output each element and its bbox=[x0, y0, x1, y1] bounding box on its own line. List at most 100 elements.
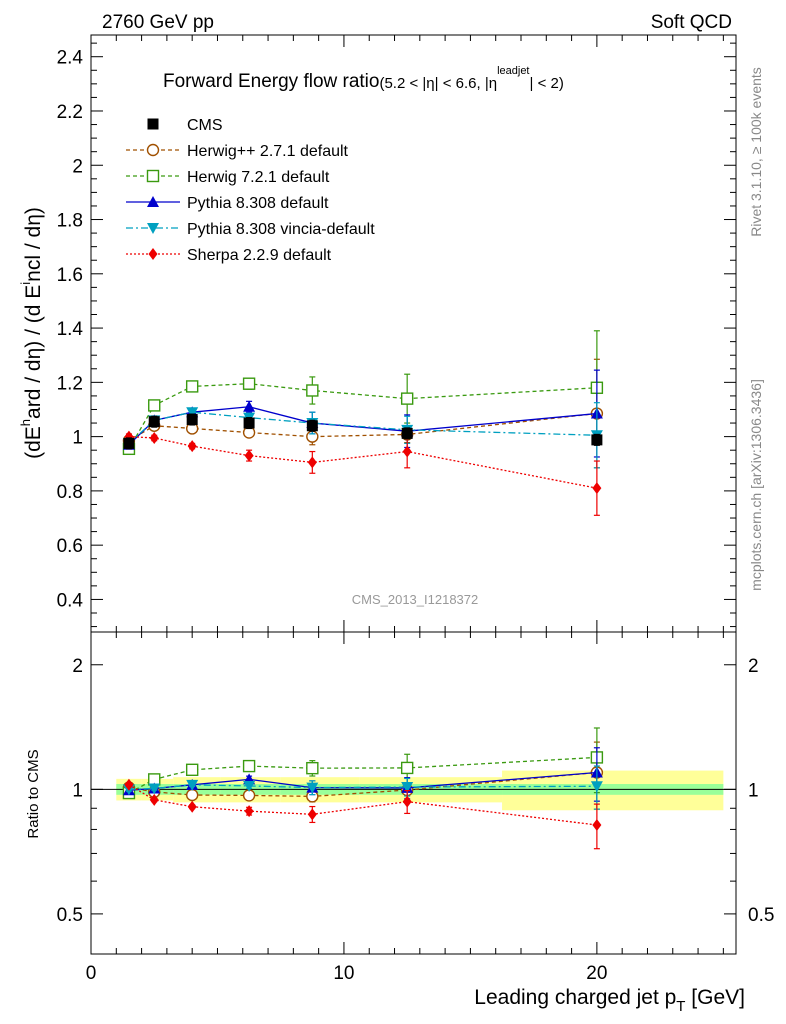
chart-title: Forward Energy flow ratio(5.2 < |η| < 6.… bbox=[163, 65, 564, 92]
ratio-tick-label-right: 1 bbox=[748, 780, 759, 801]
series-point bbox=[402, 445, 412, 458]
series-1 bbox=[122, 330, 604, 456]
ratio-tick-label: 0.5 bbox=[57, 905, 83, 926]
legend-item: Pythia 8.308 vincia-default bbox=[126, 221, 375, 238]
legend-item: CMS bbox=[147, 117, 223, 134]
ratio-point bbox=[244, 805, 254, 818]
x-axis-label-unit: [GeV] bbox=[685, 986, 745, 1009]
legend-label: Herwig 7.2.1 default bbox=[187, 169, 330, 186]
chart-title-cut-sup: leadjet bbox=[497, 65, 529, 77]
legend-label: Sherpa 2.2.9 default bbox=[187, 247, 332, 264]
cms-point bbox=[401, 427, 413, 439]
ratio-plot-frame bbox=[90, 631, 737, 955]
ratio-point bbox=[242, 759, 256, 773]
ratio-point bbox=[124, 778, 134, 791]
ratio-tick-label-right: 0.5 bbox=[748, 905, 774, 926]
series-point bbox=[149, 431, 159, 444]
y-axis-label-pre: (dE bbox=[22, 426, 45, 459]
series-point bbox=[307, 456, 317, 469]
y-tick-label: 1.8 bbox=[57, 211, 83, 232]
legend-label: Pythia 8.308 vincia-default bbox=[187, 221, 375, 238]
legend-item: Sherpa 2.2.9 default bbox=[126, 247, 332, 264]
ratio-point bbox=[590, 781, 603, 793]
cms-point bbox=[243, 417, 255, 429]
x-axis-label-main: Leading charged jet p bbox=[474, 986, 676, 1009]
x-tick-label: 0 bbox=[86, 963, 97, 984]
ratio-axis-label: Ratio to CMS bbox=[25, 749, 42, 838]
legend-marker bbox=[147, 223, 159, 234]
chart-title-main: Forward Energy flow ratio bbox=[163, 71, 379, 92]
y-axis-label: (dEhard / dη) / (d Eincl / dη) bbox=[18, 207, 45, 459]
legend: CMS Herwig++ 2.7.1 default Herwig 7.2.1 de… bbox=[126, 117, 375, 264]
ratio-point bbox=[306, 782, 319, 794]
series-point bbox=[306, 384, 319, 397]
ratio-tick-label: 2 bbox=[72, 656, 83, 677]
y-tick-label: 0.8 bbox=[57, 482, 83, 503]
y-tick-label: 1 bbox=[72, 428, 83, 449]
y-tick-label: 2 bbox=[72, 156, 83, 177]
ratio-point bbox=[401, 782, 414, 794]
rivet-version-label: Rivet 3.1.10, ≥ 100k events bbox=[748, 67, 764, 237]
ratio-tick-label: 1 bbox=[72, 780, 83, 801]
process-label: Soft QCD bbox=[651, 12, 732, 33]
ratio-point bbox=[243, 780, 256, 792]
y-tick-label: 0.4 bbox=[57, 590, 84, 611]
series-line bbox=[128, 435, 598, 489]
ratio-point bbox=[187, 800, 197, 813]
ratio-point bbox=[149, 793, 159, 806]
collision-label: 2760 GeV pp bbox=[102, 12, 214, 33]
cms-data bbox=[123, 413, 603, 450]
legend-marker bbox=[148, 248, 158, 260]
ratio-point bbox=[185, 788, 199, 802]
analysis-watermark: CMS_2013_I1218372 bbox=[352, 592, 479, 607]
series-point bbox=[187, 440, 197, 453]
series-line bbox=[128, 383, 597, 450]
ratio-point bbox=[307, 808, 317, 821]
ratio-point bbox=[148, 783, 161, 795]
series-point bbox=[592, 482, 602, 495]
legend-label: Herwig++ 2.7.1 default bbox=[187, 143, 349, 160]
ratio-point bbox=[592, 819, 602, 832]
ratio-point bbox=[185, 763, 199, 777]
y-tick-label: 2.4 bbox=[57, 48, 84, 69]
chart-title-cut-end: | < 2) bbox=[530, 75, 564, 92]
ratio-point bbox=[402, 795, 412, 808]
y-axis-label-sup: h bbox=[18, 419, 33, 426]
y-tick-label: 0.6 bbox=[57, 536, 83, 557]
chart-title-cut: (5.2 < |η| < 6.6, |η bbox=[379, 75, 497, 92]
ratio-point bbox=[306, 761, 319, 775]
series-point bbox=[400, 392, 414, 405]
ratio-tick-label-right: 2 bbox=[748, 656, 759, 677]
legend-label: Pythia 8.308 default bbox=[187, 195, 329, 212]
series-4 bbox=[124, 430, 602, 516]
y-axis-label-sup2: i bbox=[18, 282, 33, 285]
series-point bbox=[242, 377, 256, 390]
x-tick-label: 20 bbox=[586, 963, 607, 984]
y-tick-label: 1.4 bbox=[57, 319, 84, 340]
cms-point bbox=[186, 414, 198, 426]
cms-point bbox=[123, 437, 135, 449]
legend-marker bbox=[147, 196, 159, 207]
y-tick-label: 2.2 bbox=[57, 102, 83, 123]
series-point bbox=[148, 399, 161, 412]
y-axis-label-post: ard / dη) / (d E bbox=[22, 285, 45, 419]
cms-point bbox=[591, 434, 603, 446]
series-point bbox=[186, 407, 199, 419]
legend-item: Herwig 7.2.1 default bbox=[126, 169, 330, 186]
legend-marker bbox=[147, 118, 159, 130]
y-tick-label: 1.6 bbox=[57, 265, 83, 286]
ratio-point bbox=[186, 779, 199, 791]
cms-point bbox=[306, 420, 318, 432]
cms-point bbox=[148, 416, 160, 428]
x-tick-label: 10 bbox=[333, 963, 354, 984]
y-axis-label-post2: ncl / dη) bbox=[22, 207, 45, 282]
legend-marker bbox=[146, 143, 160, 157]
mcplots-reference-label: mcplots.cern.ch [arXiv:1306.3436] bbox=[748, 379, 764, 591]
series-point bbox=[185, 380, 199, 393]
legend-item: Pythia 8.308 default bbox=[126, 195, 329, 212]
legend-item: Herwig++ 2.7.1 default bbox=[126, 143, 349, 160]
legend-label: CMS bbox=[187, 117, 223, 134]
ratio-point bbox=[400, 761, 414, 775]
legend-marker bbox=[146, 169, 160, 183]
